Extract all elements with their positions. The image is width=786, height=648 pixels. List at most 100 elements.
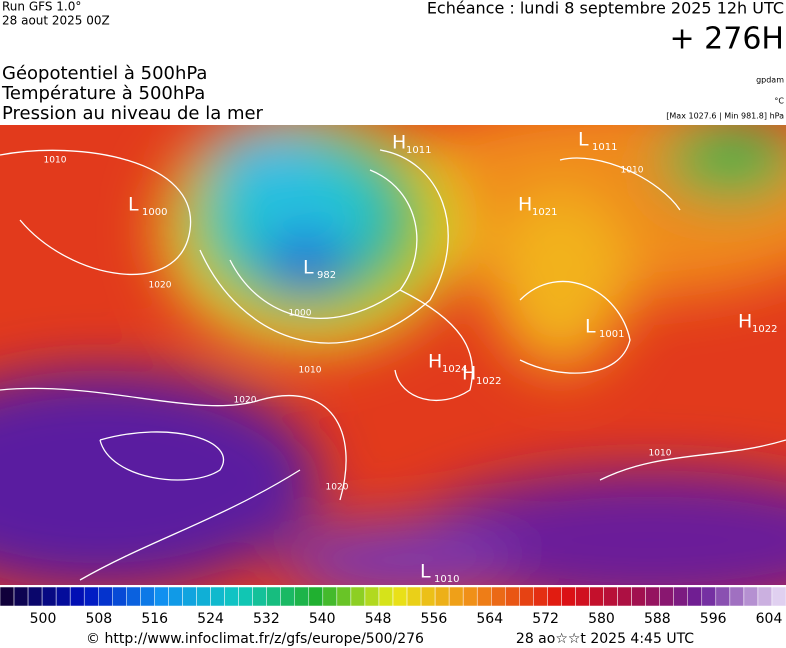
center-value: 1010 <box>434 574 459 585</box>
unit-label: [Max 1027.6 | Min 981.8] hPa <box>666 112 784 121</box>
center-value: 982 <box>317 270 336 281</box>
run-label: Run GFS 1.0° <box>2 0 81 14</box>
center-letter: L <box>303 257 314 279</box>
colorbar-swatch <box>491 586 506 607</box>
colorbar-swatch <box>659 586 674 607</box>
colorbar-swatch <box>645 586 660 607</box>
colorbar-swatch <box>448 586 464 607</box>
colorbar-swatch <box>112 586 127 607</box>
run-date: 28 aout 2025 00Z <box>2 14 110 28</box>
colorbar-swatch <box>322 586 338 607</box>
center-value: 1021 <box>532 207 557 218</box>
colorbar-swatch <box>392 586 408 607</box>
colorbar-swatch <box>617 586 632 607</box>
colorbar-swatch <box>364 586 380 607</box>
colorbar-label: 604 <box>756 611 783 627</box>
colorbar-swatch <box>434 586 450 607</box>
colorbar-swatch <box>476 586 492 607</box>
colorbar-swatch <box>533 586 548 607</box>
isobar-label: 1010 <box>649 449 672 459</box>
center-letter: H <box>462 363 476 385</box>
center-value: 1011 <box>592 142 617 153</box>
colorbar-swatch <box>743 586 759 607</box>
center-value: 1022 <box>752 324 777 335</box>
colorbar-swatch <box>308 586 324 607</box>
field <box>0 125 786 585</box>
isobar-label: 1010 <box>621 166 644 176</box>
colorbar-label: 572 <box>532 611 559 627</box>
colorbar-swatch <box>462 586 478 607</box>
colorbar-swatch <box>603 586 618 607</box>
colorbar-label: 580 <box>588 611 615 627</box>
colorbar-swatch <box>701 586 717 607</box>
colorbar-swatch <box>673 586 689 607</box>
colorbar-swatch <box>757 586 773 607</box>
colorbar-swatch <box>238 586 253 607</box>
colorbar-swatch <box>27 586 43 607</box>
colorbar-label: 516 <box>141 611 168 627</box>
isobars <box>0 149 786 581</box>
colorbar-swatch <box>126 586 141 607</box>
colorbar-label: 596 <box>700 611 727 627</box>
colorbar-swatch <box>519 586 534 607</box>
colorbar-swatch <box>196 586 211 607</box>
center-letter: H <box>518 194 532 216</box>
isobar-label: 1010 <box>44 156 67 166</box>
center-value: 1001 <box>599 329 624 340</box>
colorbar-swatch <box>41 586 57 607</box>
center-value: 1000 <box>142 207 167 218</box>
colorbar-swatch <box>83 586 99 607</box>
colorbar-swatch <box>69 586 85 607</box>
colorbar-swatch <box>547 586 562 607</box>
colorbar-swatch <box>589 586 604 607</box>
colorbar-swatch <box>168 586 183 607</box>
colorbar-label: 508 <box>85 611 112 627</box>
colorbar-swatch <box>280 586 296 607</box>
center-letter: H <box>428 351 442 373</box>
colorbar-swatch <box>224 586 239 607</box>
colorbar-swatch <box>378 586 394 607</box>
colorbar-swatch <box>505 586 520 607</box>
isobar-label: 1000 <box>289 309 312 319</box>
center-letter: L <box>420 561 431 583</box>
center-letter: L <box>585 316 596 338</box>
colorbar-swatch <box>140 586 155 607</box>
unit-label: °C <box>774 97 784 106</box>
colorbar-swatch <box>210 586 225 607</box>
isobar-label: 1020 <box>234 396 257 406</box>
colorbar-swatch <box>406 586 422 607</box>
colorbar-label: 556 <box>421 611 448 627</box>
center-letter: H <box>392 132 406 154</box>
forecast-time: Echéance : lundi 8 septembre 2025 12h UT… <box>427 0 784 18</box>
colorbar-swatch <box>98 586 113 607</box>
colorbar-swatch <box>729 586 745 607</box>
colorbar-swatch <box>575 586 590 607</box>
title: Géopotentiel à 500hPa <box>2 63 207 84</box>
source: © http://www.infoclimat.fr/z/gfs/europe/… <box>86 631 424 647</box>
colorbar-swatch <box>55 586 71 607</box>
colorbar-swatch <box>631 586 646 607</box>
colorbar-swatch <box>266 586 281 607</box>
colorbar-swatch <box>715 586 731 607</box>
unit-label: gpdam <box>756 76 784 85</box>
colorbar-swatch <box>13 586 29 607</box>
colorbar-swatch <box>154 586 169 607</box>
colorbar-label: 540 <box>309 611 336 627</box>
title: Pression au niveau de la mer <box>2 103 264 124</box>
center-letter: H <box>738 311 752 333</box>
colorbar-label: 500 <box>30 611 57 627</box>
center-letter: L <box>578 129 589 151</box>
colorbar-label: 588 <box>644 611 671 627</box>
colorbar-label: 548 <box>365 611 392 627</box>
colorbar-swatch <box>771 586 786 607</box>
isobar-label: 1020 <box>326 483 349 493</box>
colorbar-swatch <box>182 586 197 607</box>
colorbar-label: 564 <box>476 611 503 627</box>
lead-time: + 276H <box>670 22 785 57</box>
colorbar-swatch <box>420 586 436 607</box>
center-value: 1011 <box>406 145 431 156</box>
colorbar-swatch <box>252 586 267 607</box>
center-letter: L <box>128 194 139 216</box>
colorbar-swatch <box>687 586 703 607</box>
